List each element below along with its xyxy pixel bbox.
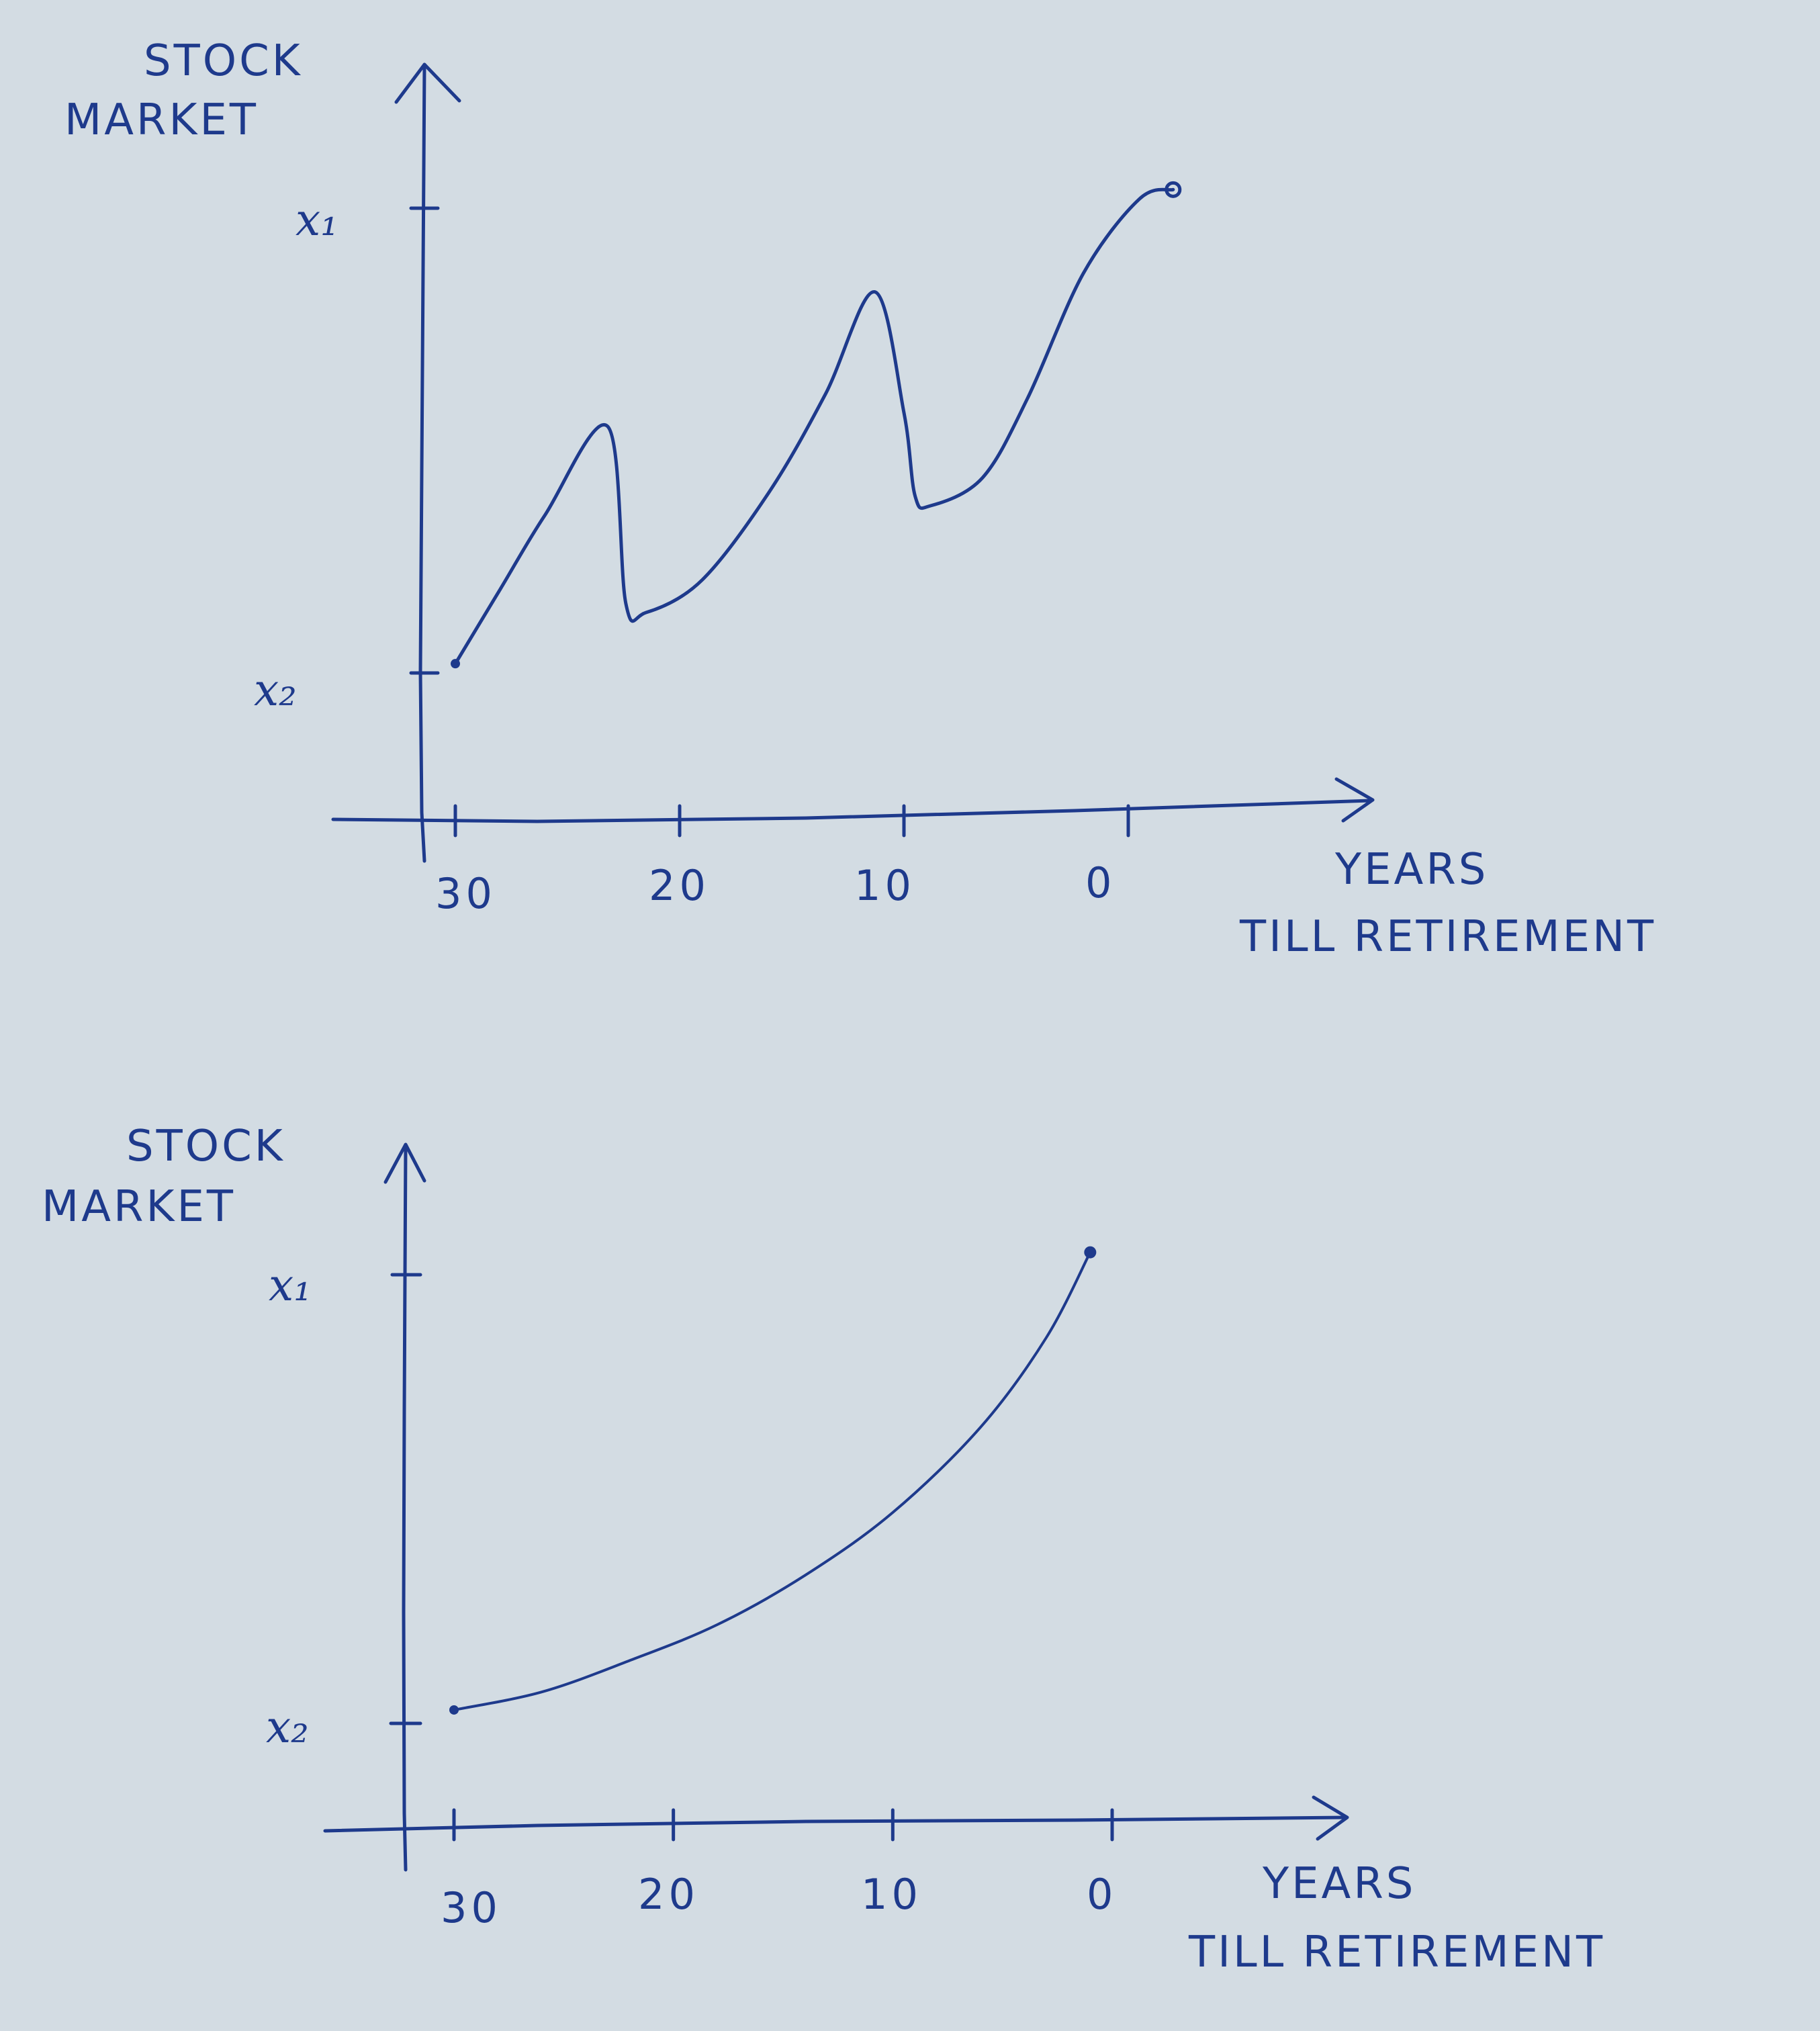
x-tick-label-20: 20 (649, 861, 710, 910)
market-curve-smooth (453, 1251, 1092, 1711)
y-tick-label-x2: x₂ (266, 1701, 309, 1753)
y-axis-arrowhead (394, 62, 461, 104)
start-point (451, 659, 460, 669)
x-ticks (452, 1808, 1114, 1842)
end-point (1165, 181, 1182, 198)
end-point (1084, 1246, 1097, 1259)
x-axis-label-line2: TILL RETIREMENT (1239, 912, 1656, 962)
x-tick-label-10: 10 (854, 861, 915, 910)
x-tick-label-30: 30 (435, 869, 496, 918)
y-tick-label-x1: x₁ (269, 1259, 312, 1311)
y-axis (402, 1144, 408, 1872)
x-axis (331, 799, 1372, 823)
x-tick-label-0: 0 (1087, 1870, 1117, 1919)
x-axis-label-line1: YEARS (1334, 845, 1488, 895)
y-axis-label-line2: MARKET (64, 95, 259, 145)
y-tick-label-x2: x₂ (254, 664, 297, 716)
x-axis-arrowhead (1334, 777, 1375, 823)
x-axis-arrowhead (1312, 1795, 1349, 1841)
y-axis-arrowhead (383, 1142, 426, 1184)
x-tick-label-0: 0 (1085, 858, 1116, 907)
y-axis-label-line2: MARKET (42, 1182, 236, 1232)
x-axis-label-line1: YEARS (1262, 1859, 1416, 1909)
x-tick-label-10: 10 (861, 1870, 922, 1919)
x-tick-label-20: 20 (638, 1870, 699, 1919)
market-curve-volatile (453, 187, 1175, 666)
chart-volatile-market: STOCK MARKET x₁ x₂ 30 20 10 0 YEARS TILL… (64, 36, 1656, 962)
start-point (449, 1705, 459, 1715)
y-axis-label-line1: STOCK (144, 36, 303, 86)
chart-smooth-growth: STOCK MARKET x₁ x₂ 30 20 10 0 YEARS TILL… (42, 1122, 1605, 1977)
y-axis-label-line1: STOCK (126, 1122, 285, 1171)
x-axis-label-line2: TILL RETIREMENT (1188, 1928, 1605, 1977)
x-ticks (453, 804, 1130, 838)
x-tick-label-30: 30 (441, 1883, 502, 1932)
y-tick-label-x1: x₁ (295, 194, 338, 246)
y-axis (418, 62, 426, 863)
x-axis (323, 1815, 1348, 1833)
